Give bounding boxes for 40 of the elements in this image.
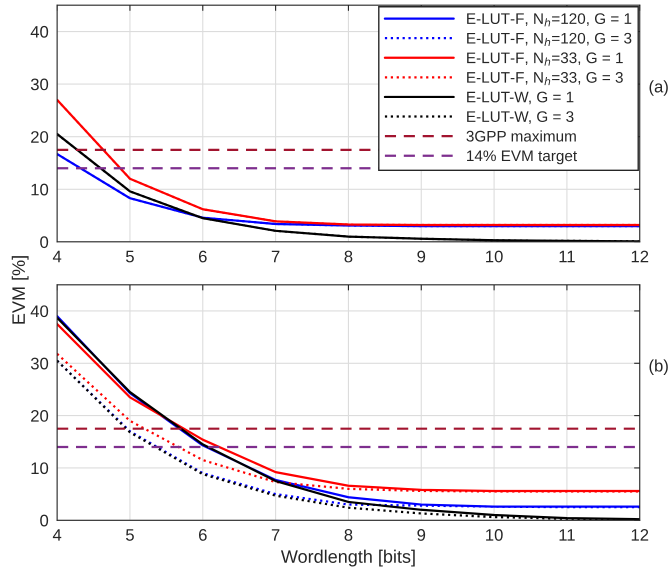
x-tick-label: 8 [344, 250, 352, 262]
y-tick-label: 30 [30, 358, 48, 370]
x-tick-label: 6 [198, 529, 207, 541]
x-tick-label: 4 [52, 250, 62, 262]
x-tick-label: 11 [560, 529, 575, 541]
y-tick-label: 10 [32, 462, 48, 474]
x-tick-label: 5 [126, 250, 134, 262]
legend-label: E-LUT-F, N$_{h}$=120, G = 1 [467, 13, 632, 26]
legend-label: E-LUT-F, N$_{h}$=33, G = 1 [467, 52, 623, 66]
x-tick-label: 7 [272, 250, 280, 262]
legend-label: E-LUT-F, N$_{h}$=33, G = 3 [467, 72, 623, 86]
text: (a) [650, 80, 668, 96]
x-tick-label: 12 [632, 529, 648, 541]
x-tick-label: 8 [344, 529, 352, 541]
y-tick-label: 0 [40, 236, 48, 248]
x-tick-label: 6 [198, 250, 207, 262]
x-tick-label: 12 [632, 250, 648, 262]
x-tick-label: 9 [417, 529, 426, 541]
x-tick-label: 5 [126, 529, 134, 541]
x-tick-label: 10 [486, 250, 503, 262]
x-tick-label: 11 [560, 250, 575, 262]
y-tick-label: 10 [32, 184, 48, 196]
legend-label: E-LUT-W, G = 3 [467, 111, 574, 124]
ref-line-label: 14% EVM target [467, 150, 578, 164]
y-tick-label: 20 [31, 410, 48, 422]
y-tick-label: 20 [31, 131, 48, 143]
y-tick-label: 40 [30, 305, 48, 318]
x-tick-label: 9 [417, 250, 426, 262]
legend-label: E-LUT-F, N$_{h}$=120, G = 3 [467, 32, 632, 46]
x-tick-label: 4 [52, 529, 62, 541]
y-tick-label: 0 [40, 514, 48, 526]
legend-label: E-LUT-W, G = 1 [467, 92, 574, 104]
y-axis-title: EVM [%] [12, 256, 29, 324]
x-axis-title: Wordlength [bits] [280, 550, 415, 567]
x-tick-label: 10 [486, 529, 503, 541]
x-tick-label: 7 [272, 529, 280, 541]
legend-label: 3GPP maximum [466, 130, 576, 142]
text: (b) [650, 359, 668, 375]
y-tick-label: 30 [30, 78, 48, 90]
y-tick-label: 40 [30, 26, 48, 38]
